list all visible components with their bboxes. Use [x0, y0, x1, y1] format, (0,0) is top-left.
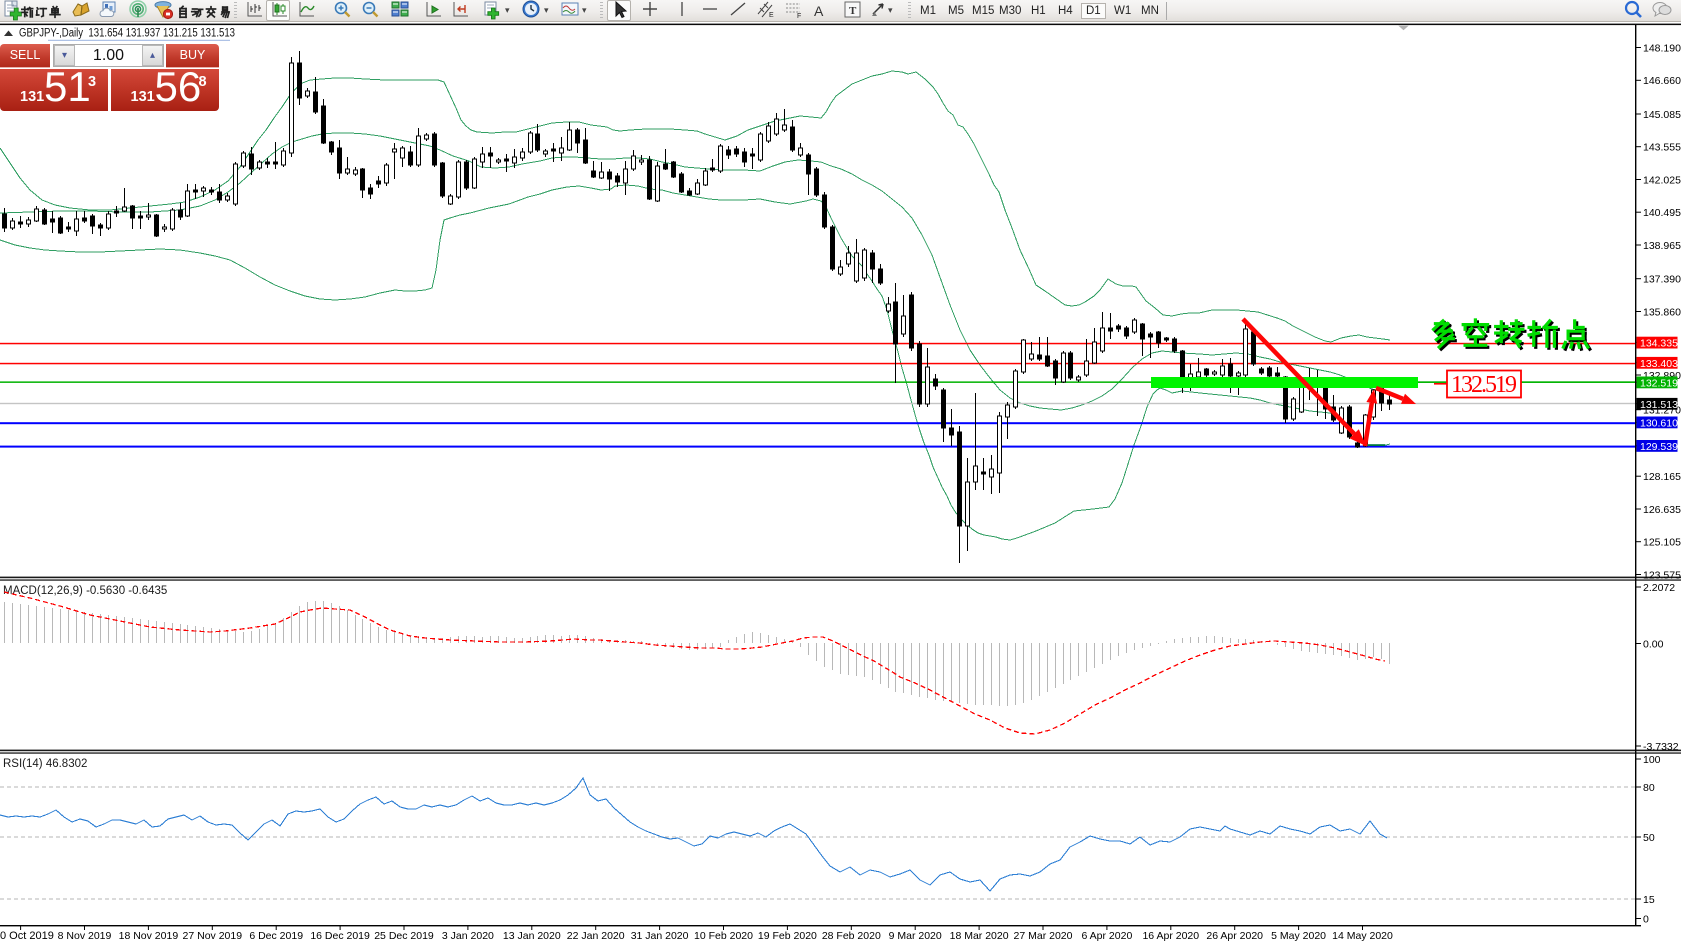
svg-text:135.860: 135.860	[1643, 306, 1681, 318]
svg-text:137.390: 137.390	[1643, 274, 1681, 286]
svg-text:F: F	[797, 13, 801, 20]
svg-text:132.519: 132.519	[1451, 372, 1517, 398]
svg-text:18 Mar 2020: 18 Mar 2020	[950, 930, 1009, 942]
svg-text:0: 0	[1643, 913, 1649, 925]
svg-text:-3.7332: -3.7332	[1643, 741, 1679, 753]
svg-text:131.513: 131.513	[1640, 399, 1678, 411]
svg-text:8 Nov 2019: 8 Nov 2019	[58, 930, 112, 942]
svg-text:145.085: 145.085	[1643, 109, 1681, 121]
svg-text:123.575: 123.575	[1643, 569, 1681, 581]
svg-text:140.495: 140.495	[1643, 207, 1681, 219]
svg-text:146.660: 146.660	[1643, 75, 1681, 87]
svg-text:2.2072: 2.2072	[1643, 582, 1675, 594]
svg-text:128.165: 128.165	[1643, 471, 1681, 483]
svg-text:18 Nov 2019: 18 Nov 2019	[119, 930, 179, 942]
svg-text:27 Nov 2019: 27 Nov 2019	[183, 930, 243, 942]
svg-text:19 Feb 2020: 19 Feb 2020	[758, 930, 817, 942]
svg-text:E: E	[769, 12, 774, 19]
svg-text:14 May 2020: 14 May 2020	[1332, 930, 1393, 942]
svg-text:5 May 2020: 5 May 2020	[1271, 930, 1326, 942]
svg-text:80: 80	[1643, 782, 1655, 794]
svg-text:133.403: 133.403	[1640, 358, 1678, 370]
svg-text:15: 15	[1643, 894, 1655, 906]
svg-text:0 Oct 2019: 0 Oct 2019	[0, 930, 54, 942]
svg-text:16 Dec 2019: 16 Dec 2019	[310, 930, 370, 942]
svg-text:132.519: 132.519	[1640, 378, 1678, 390]
svg-text:50: 50	[1643, 832, 1655, 844]
svg-text:9 Mar 2020: 9 Mar 2020	[889, 930, 942, 942]
svg-text:10 Feb 2020: 10 Feb 2020	[694, 930, 753, 942]
svg-text:16 Apr 2020: 16 Apr 2020	[1142, 930, 1199, 942]
svg-text:13 Jan 2020: 13 Jan 2020	[503, 930, 561, 942]
svg-text:25 Dec 2019: 25 Dec 2019	[374, 930, 434, 942]
svg-text:129.539: 129.539	[1640, 441, 1678, 453]
svg-text:100: 100	[1643, 754, 1661, 766]
svg-text:27 Mar 2020: 27 Mar 2020	[1014, 930, 1073, 942]
svg-text:126.635: 126.635	[1643, 504, 1681, 516]
svg-text:T: T	[849, 5, 857, 17]
svg-text:142.025: 142.025	[1643, 174, 1681, 186]
svg-text:130.610: 130.610	[1640, 418, 1678, 430]
svg-text:134.335: 134.335	[1640, 338, 1678, 350]
svg-text:RSI(14) 46.8302: RSI(14) 46.8302	[3, 758, 87, 770]
svg-text:6 Dec 2019: 6 Dec 2019	[249, 930, 303, 942]
svg-text:MACD(12,26,9) -0.5630 -0.6435: MACD(12,26,9) -0.5630 -0.6435	[3, 585, 167, 597]
svg-text:28 Feb 2020: 28 Feb 2020	[822, 930, 881, 942]
svg-text:125.105: 125.105	[1643, 537, 1681, 549]
svg-text:148.190: 148.190	[1643, 42, 1681, 54]
svg-text:26 Apr 2020: 26 Apr 2020	[1206, 930, 1263, 942]
svg-text:22 Jan 2020: 22 Jan 2020	[567, 930, 625, 942]
svg-text:31 Jan 2020: 31 Jan 2020	[631, 930, 689, 942]
svg-text:3 Jan 2020: 3 Jan 2020	[442, 930, 494, 942]
svg-text:138.965: 138.965	[1643, 240, 1681, 252]
svg-text:0.00: 0.00	[1643, 638, 1664, 650]
svg-text:143.555: 143.555	[1643, 142, 1681, 154]
svg-text:GBPJPY-,Daily 131.654 131.937: GBPJPY-,Daily 131.654 131.937 131.215 13…	[19, 28, 235, 40]
svg-text:6 Apr 2020: 6 Apr 2020	[1082, 930, 1133, 942]
